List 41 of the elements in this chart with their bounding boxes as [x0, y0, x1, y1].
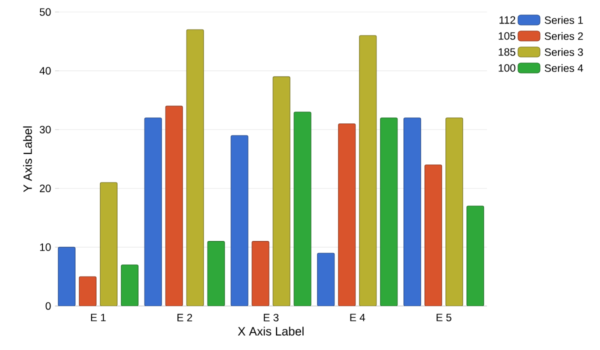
text: 185 [498, 48, 516, 56]
y-tick-label: 50 [40, 8, 51, 16]
legend-label: Series 3 [544, 48, 583, 56]
legend-label: Series 2 [544, 32, 583, 40]
x-tick-label: E 1 [91, 314, 106, 322]
bar [100, 182, 118, 306]
bar [120, 264, 138, 306]
x-axis-title: X Axis Label [238, 326, 304, 336]
bar [466, 206, 484, 306]
y-tick-label: 0 [46, 302, 51, 310]
y-axis-title: Y Axis Label [23, 126, 32, 192]
bar [404, 118, 422, 306]
bar [424, 164, 442, 306]
bar [446, 118, 464, 306]
y-tick-label: 20 [40, 184, 51, 192]
bar [230, 135, 248, 306]
bar [317, 252, 335, 306]
x-tick-label: E 3 [264, 314, 279, 322]
bar [165, 106, 183, 306]
legend-label: Series 1 [544, 16, 583, 24]
y-tick-label: 10 [40, 243, 51, 251]
bar [58, 246, 76, 306]
text: 100 [498, 64, 516, 72]
y-tick-label: 40 [40, 67, 51, 75]
bar [78, 276, 96, 306]
bar [359, 35, 377, 306]
bar [252, 241, 270, 306]
bar [338, 123, 356, 306]
bar [186, 29, 204, 306]
legend-label: Series 4 [544, 64, 584, 72]
bar [380, 118, 398, 306]
x-tick-label: E 4 [350, 314, 366, 322]
text: 105 [498, 32, 516, 40]
text: 112 [500, 16, 516, 24]
bar [294, 112, 312, 306]
bar [207, 241, 225, 306]
bar [272, 76, 290, 306]
y-tick-label: 30 [40, 126, 51, 134]
x-tick-label: E 2 [177, 314, 192, 322]
bar [144, 118, 162, 306]
x-tick-label: E 5 [436, 314, 452, 322]
